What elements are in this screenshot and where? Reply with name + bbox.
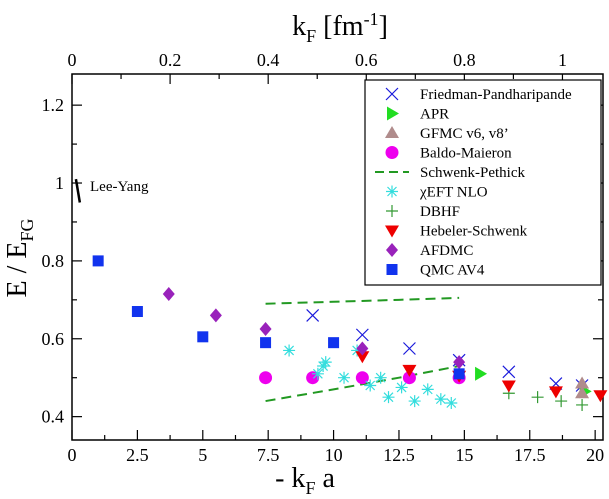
- data-point-x: [306, 308, 320, 322]
- legend-label: APR: [420, 107, 449, 123]
- tick-group: 0 2.5 5 7.5 10 12.5 15 17.5 20 0 0.2 0.4 0.6 0.8 1 0.4 0…: [42, 50, 605, 465]
- lee-yang-annotation: Lee-Yang: [90, 179, 149, 195]
- data-point-circle: [259, 371, 273, 385]
- data-point-asterisk: [319, 356, 332, 369]
- x-tick-label: 10: [325, 445, 343, 465]
- data-point-square: [92, 255, 104, 267]
- data-point-diamond: [259, 322, 272, 337]
- data-point-triangle-up: [575, 376, 590, 389]
- data-point-asterisk: [311, 367, 324, 380]
- data-point-asterisk: [382, 391, 395, 404]
- legend-swatch: [386, 264, 398, 275]
- legend-label: DBHF: [420, 204, 460, 220]
- x-tick-label: 17.5: [514, 445, 546, 465]
- data-point-diamond: [453, 355, 466, 370]
- data-point-triangle-down: [548, 386, 563, 399]
- data-point-circle: [355, 371, 369, 385]
- data-point-triangle-down: [355, 351, 370, 364]
- legend-swatch: [386, 205, 398, 217]
- legend-swatch: [385, 126, 399, 138]
- data-point-diamond: [356, 341, 369, 356]
- x-top-tick-label: 0.8: [453, 50, 476, 70]
- data-point-x: [502, 365, 516, 379]
- data-point-square: [131, 306, 143, 318]
- data-point-asterisk: [374, 371, 387, 384]
- legend-swatch: [387, 106, 399, 121]
- y-tick-label: 1: [55, 173, 64, 193]
- x-top-tick-label: 0: [68, 50, 77, 70]
- x-axis-top-label: kF [fm-1]: [292, 9, 388, 46]
- x-axis-bottom-label: - kF a: [275, 463, 335, 498]
- x-tick-label: 5: [198, 445, 207, 465]
- y-tick-label: 0.4: [42, 407, 65, 427]
- legend-label: Hebeler-Schwenk: [420, 224, 528, 240]
- data-point-asterisk: [338, 371, 351, 384]
- legend-label: AFDMC: [420, 243, 473, 259]
- legend-swatch: [385, 146, 399, 159]
- legend: Friedman-Pandharipande APR GFMC v6, v8’ Bal…: [364, 79, 602, 286]
- x-tick-label: 20: [586, 445, 604, 465]
- data-point-asterisk: [317, 360, 330, 373]
- legend-box: [364, 79, 602, 286]
- legend-label: Baldo-Maieron: [420, 146, 512, 162]
- data-point-asterisk: [408, 395, 421, 408]
- data-point-square: [197, 331, 209, 343]
- data-point-triangle-up: [575, 386, 590, 399]
- x-tick-label: 0: [68, 445, 77, 465]
- data-point-triangle-down: [402, 364, 417, 377]
- x-top-tick-label: 0.6: [355, 50, 378, 70]
- data-marks: [74, 178, 608, 411]
- plot-frame: [71, 73, 604, 441]
- data-point-circle: [306, 371, 320, 385]
- x-tick-label: 2.5: [126, 445, 149, 465]
- x-top-tick-label: 1: [558, 50, 567, 70]
- data-point-x: [355, 328, 369, 342]
- legend-label: χEFT NLO: [419, 185, 488, 201]
- y-tick-label: 0.6: [42, 329, 65, 349]
- data-point-asterisk: [351, 344, 364, 357]
- data-point-diamond: [209, 308, 222, 323]
- data-point-asterisk: [445, 397, 458, 410]
- data-point-triangle-down: [501, 380, 516, 393]
- y-tick-label: 0.8: [42, 251, 65, 271]
- legend-swatch: [386, 243, 398, 257]
- data-point-plus: [531, 391, 544, 404]
- data-point-square: [453, 368, 465, 380]
- data-point-asterisk: [421, 383, 434, 396]
- data-point-asterisk: [395, 381, 408, 394]
- x-tick-label: 12.5: [383, 445, 415, 465]
- data-point-plus: [576, 398, 589, 411]
- data-point-asterisk: [434, 393, 447, 406]
- legend-label: Friedman-Pandharipande: [420, 87, 572, 103]
- legend-swatch: [385, 225, 399, 238]
- legend-swatch: [386, 185, 398, 198]
- legend-swatch: [385, 87, 399, 101]
- data-point-square: [260, 337, 272, 349]
- data-point-triangle-down: [593, 390, 608, 403]
- legend-label: Schwenk-Pethick: [420, 165, 525, 181]
- y-axis-label: E / EFG: [2, 218, 37, 297]
- schwenk-pethick-band-line: [265, 296, 460, 305]
- data-point-triangle-right: [475, 366, 488, 381]
- schwenk-pethick-band-line: [265, 365, 460, 403]
- data-point-asterisk: [283, 344, 296, 357]
- x-top-tick-label: 0.4: [257, 50, 280, 70]
- x-tick-label: 15: [455, 445, 473, 465]
- legend-label: GFMC v6, v8’: [420, 126, 509, 142]
- x-top-tick-label: 0.2: [159, 50, 182, 70]
- data-point-square: [328, 337, 340, 349]
- data-point-diamond: [162, 286, 175, 301]
- x-tick-label: 7.5: [257, 445, 280, 465]
- data-point-asterisk: [364, 379, 377, 392]
- legend-label: QMC AV4: [420, 263, 485, 279]
- y-tick-label: 1.2: [42, 95, 65, 115]
- lee-yang-line: [74, 178, 82, 203]
- data-point-circle: [402, 371, 416, 385]
- data-point-plus: [555, 395, 568, 408]
- data-point-x: [403, 342, 416, 355]
